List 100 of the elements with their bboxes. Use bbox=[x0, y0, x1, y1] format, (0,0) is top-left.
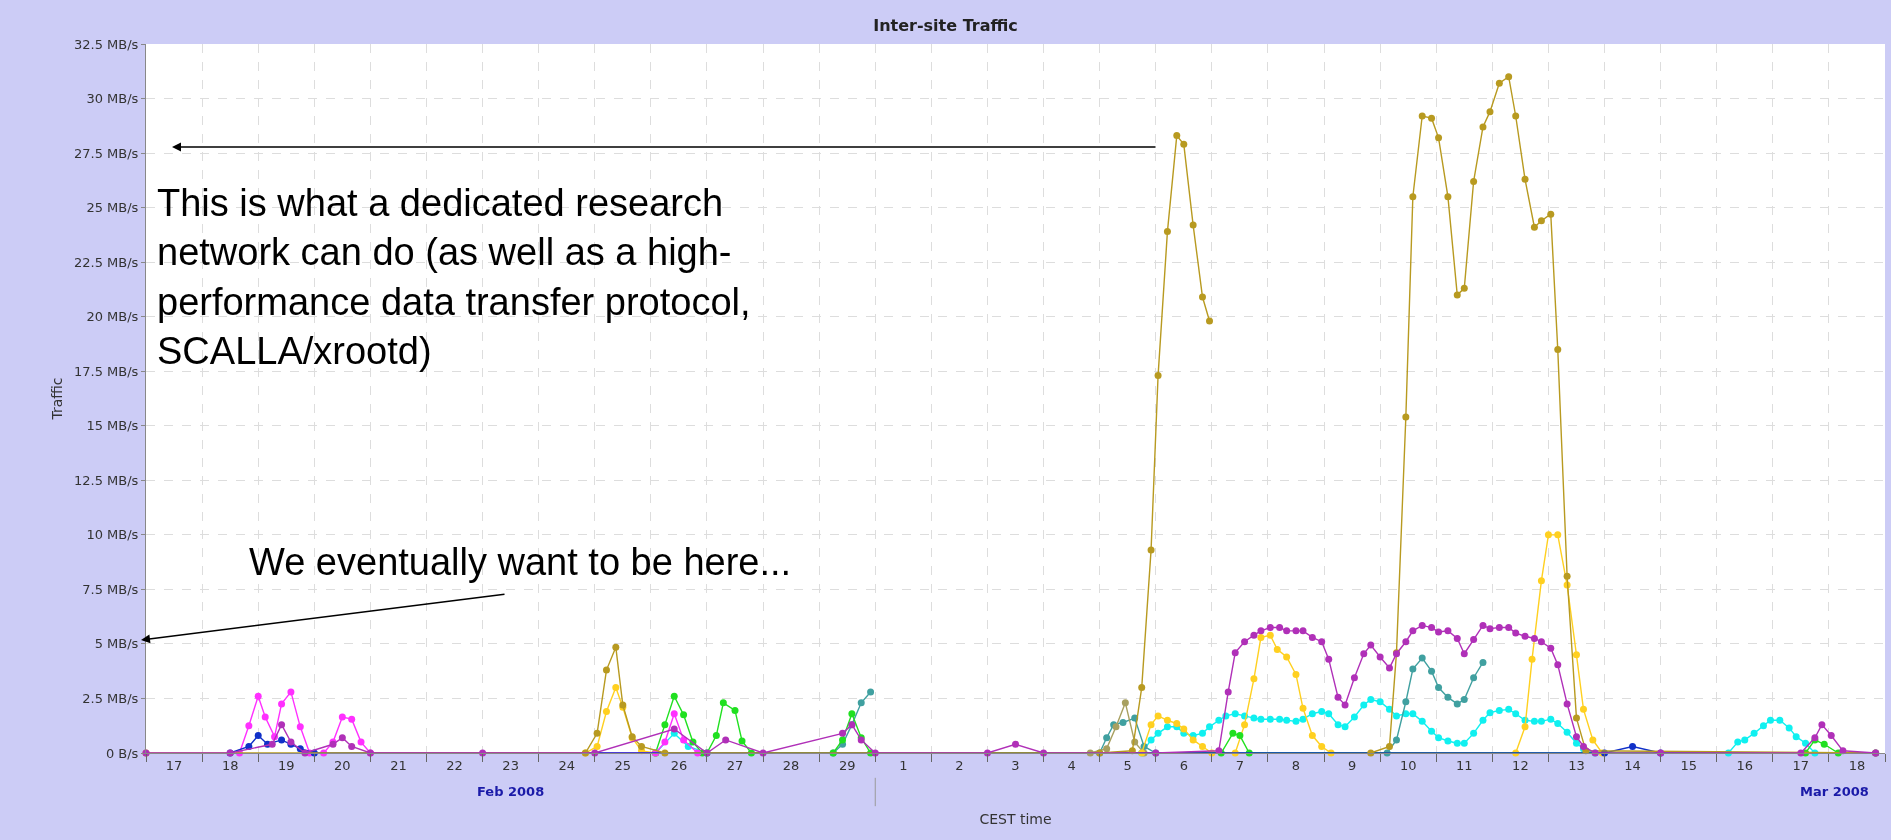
point bbox=[1318, 742, 1326, 750]
point bbox=[1428, 667, 1436, 675]
point bbox=[1479, 123, 1487, 131]
point bbox=[1409, 193, 1417, 201]
point bbox=[296, 723, 304, 731]
y-tick-label: 32.5 MB/s bbox=[74, 36, 139, 52]
point bbox=[1273, 645, 1281, 653]
annotation: This is what a dedicated research network can do (as well as a high-performance data transfer protocol, SCALLA/xrootd) bbox=[157, 182, 751, 373]
y-tick-label: 7.5 MB/s bbox=[82, 581, 139, 597]
point bbox=[1537, 577, 1545, 585]
x-tick-label: 12 bbox=[1512, 757, 1529, 773]
point bbox=[1428, 114, 1436, 122]
x-tick-label: 7 bbox=[1235, 757, 1245, 773]
x-tick-label: 29 bbox=[838, 757, 856, 773]
x-tick-label: 19 bbox=[277, 757, 295, 773]
point bbox=[1409, 665, 1417, 673]
point bbox=[661, 738, 669, 746]
x-tick-label: 13 bbox=[1568, 757, 1585, 773]
point bbox=[1579, 705, 1587, 713]
point bbox=[1241, 721, 1249, 729]
point bbox=[287, 688, 295, 696]
point bbox=[839, 736, 847, 744]
point bbox=[1121, 699, 1129, 707]
x-tick-label: 3 bbox=[1011, 757, 1020, 773]
point bbox=[1418, 112, 1426, 120]
point bbox=[1505, 73, 1513, 81]
point bbox=[1402, 413, 1410, 421]
point bbox=[738, 737, 746, 745]
point bbox=[1402, 698, 1410, 706]
point bbox=[1521, 723, 1529, 731]
point bbox=[1198, 742, 1206, 750]
y-tick-label: 25 MB/s bbox=[86, 200, 139, 216]
y-tick-label: 15 MB/s bbox=[86, 418, 139, 434]
point bbox=[1435, 134, 1443, 142]
point bbox=[1189, 736, 1197, 744]
y-tick-label: 2.5 MB/s bbox=[82, 691, 139, 707]
x-tick-label: 25 bbox=[614, 757, 632, 773]
point bbox=[1283, 653, 1291, 661]
point bbox=[1589, 736, 1597, 744]
point bbox=[1554, 531, 1562, 539]
point bbox=[1418, 654, 1426, 662]
x-tick-label: 24 bbox=[558, 757, 575, 773]
point bbox=[602, 708, 610, 716]
point bbox=[1385, 742, 1393, 750]
y-axis-title: Traffic bbox=[48, 377, 65, 421]
y-tick-label: 10 MB/s bbox=[86, 527, 139, 543]
x-tick-label: 17 bbox=[1792, 757, 1810, 773]
point bbox=[348, 715, 356, 723]
point bbox=[602, 666, 610, 674]
x-tick-label: 9 bbox=[1347, 757, 1357, 773]
point bbox=[1180, 140, 1188, 148]
point bbox=[1435, 684, 1443, 692]
y-tick-label: 27.5 MB/s bbox=[74, 145, 139, 161]
y-tick-label: 0 B/s bbox=[105, 745, 139, 761]
point bbox=[1154, 712, 1162, 720]
x-tick-label: 21 bbox=[390, 757, 407, 773]
point bbox=[1229, 729, 1237, 737]
point bbox=[712, 732, 720, 740]
point bbox=[1554, 345, 1562, 353]
x-tick-label: 20 bbox=[334, 757, 351, 773]
annotation: We eventually want to be here... bbox=[249, 541, 792, 583]
point bbox=[1470, 674, 1478, 682]
x-tick-label: 6 bbox=[1179, 757, 1188, 773]
point bbox=[1521, 175, 1529, 183]
point bbox=[1119, 718, 1127, 726]
x-tick-label: 10 bbox=[1399, 757, 1417, 773]
x-tick-label: 23 bbox=[502, 757, 519, 773]
point bbox=[1453, 700, 1461, 708]
point bbox=[1154, 372, 1162, 380]
point bbox=[1629, 742, 1637, 750]
point bbox=[245, 722, 253, 730]
point bbox=[1266, 631, 1274, 639]
x-tick-label: 26 bbox=[670, 757, 688, 773]
x-tick-label: 28 bbox=[782, 757, 800, 773]
point bbox=[1572, 714, 1580, 722]
x-tick-label: 22 bbox=[446, 757, 463, 773]
x-tick-label: 2 bbox=[955, 757, 964, 773]
y-tick-label: 17.5 MB/s bbox=[74, 363, 139, 379]
point bbox=[1163, 228, 1171, 236]
x-tick-label: 16 bbox=[1736, 757, 1754, 773]
point bbox=[1308, 732, 1316, 740]
x-tick-label: 14 bbox=[1624, 757, 1641, 773]
y-tick-label: 12.5 MB/s bbox=[74, 472, 139, 488]
point bbox=[638, 742, 646, 750]
point bbox=[1198, 293, 1206, 301]
text: Feb 2008 bbox=[477, 784, 545, 799]
point bbox=[593, 742, 601, 750]
text: Mar 2008 bbox=[1800, 784, 1869, 799]
y-tick-label: 20 MB/s bbox=[86, 309, 139, 325]
y-tick-label: 5 MB/s bbox=[94, 636, 139, 652]
point bbox=[1189, 221, 1197, 229]
point bbox=[1486, 108, 1494, 116]
x-tick-label: 15 bbox=[1680, 757, 1697, 773]
point bbox=[1299, 704, 1307, 712]
point bbox=[1236, 732, 1244, 740]
point bbox=[338, 713, 346, 721]
point bbox=[278, 736, 286, 744]
point bbox=[1250, 675, 1258, 683]
x-tick-label: 18 bbox=[1848, 757, 1866, 773]
point bbox=[1206, 317, 1213, 325]
